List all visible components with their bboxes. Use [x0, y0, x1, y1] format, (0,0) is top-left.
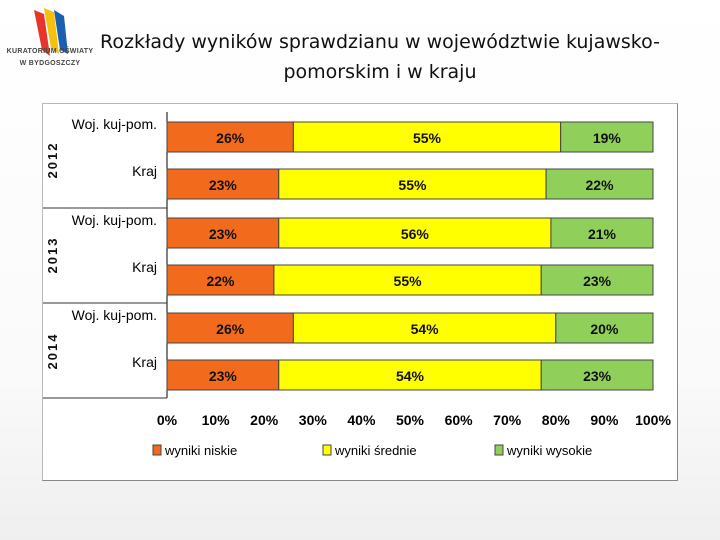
x-tick-label-7: 70%	[493, 412, 522, 428]
bar-segment-2012-1-2	[292, 121, 562, 153]
row-label-2012-kraj: Kraj	[132, 163, 157, 179]
data-label-2012-2-3: 22%	[586, 177, 615, 193]
logo-text-line1: KURATORIUM OŚWIATY	[6, 48, 94, 55]
bar-segment-2014-1-2	[292, 312, 557, 344]
data-label-2013-2-3: 23%	[583, 273, 612, 289]
row-label-2012-woj: Woj. kuj-pom.	[72, 116, 157, 132]
year-label-2013: 2013	[45, 237, 60, 274]
data-label-2014-2-1: 23%	[209, 368, 238, 384]
logo-blue-stripe	[54, 10, 68, 54]
bar-segment-2012-1-3	[560, 121, 654, 153]
x-tick-label-0: 0%	[157, 412, 178, 428]
data-label-2013-2-2: 55%	[394, 273, 423, 289]
x-tick-label-8: 80%	[542, 412, 571, 428]
bar-segment-2013-2-2	[273, 264, 542, 296]
bar-segment-2014-2-2	[278, 359, 542, 391]
legend-swatch-3	[494, 444, 504, 456]
x-tick-label-5: 50%	[396, 412, 425, 428]
data-label-2014-1-3: 20%	[590, 321, 619, 337]
x-tick-label-9: 90%	[590, 412, 619, 428]
bar-segment-2013-2-3	[540, 264, 654, 296]
legend-label-2: wyniki średnie	[334, 443, 417, 458]
title-line-2: pomorskim i w kraju	[283, 61, 477, 83]
year-label-2014: 2014	[45, 333, 60, 370]
year-label-2012: 2012	[45, 142, 60, 179]
bar-segment-2014-1-1	[166, 312, 294, 344]
bar-segment-2013-1-2	[278, 217, 552, 249]
x-tick-label-6: 60%	[445, 412, 474, 428]
data-label-2012-1-2: 55%	[413, 130, 442, 146]
kuratorium-logo: KURATORIUM OŚWIATY W BYDGOSZCZY	[4, 4, 96, 100]
data-label-2014-2-3: 23%	[583, 368, 612, 384]
data-label-2012-1-1: 26%	[216, 130, 245, 146]
row-label-2013-woj: Woj. kuj-pom.	[72, 212, 157, 228]
data-label-2014-1-2: 54%	[411, 321, 440, 337]
legend-label-3: wyniki wysokie	[506, 443, 592, 458]
row-label-2014-kraj: Kraj	[132, 354, 157, 370]
bar-segment-2014-2-3	[540, 359, 654, 391]
bar-segment-2014-1-3	[555, 312, 654, 344]
data-label-2014-2-2: 54%	[396, 368, 425, 384]
data-label-2013-2-1: 22%	[206, 273, 235, 289]
data-label-2013-1-2: 56%	[401, 226, 430, 242]
bar-segment-2013-1-1	[166, 217, 280, 249]
data-label-2012-2-1: 23%	[209, 177, 238, 193]
logo-yellow-stripe	[44, 8, 59, 54]
legend-swatch-1	[152, 444, 162, 456]
data-label-2012-1-3: 19%	[593, 130, 622, 146]
x-tick-label-3: 30%	[299, 412, 328, 428]
bar-segment-2012-2-3	[545, 168, 654, 200]
logo-red-stripe	[34, 10, 50, 56]
legend-swatch-2	[322, 444, 332, 456]
page-title: Rozkłady wyników sprawdzianu w województ…	[60, 27, 700, 87]
book-logo-icon	[34, 8, 68, 56]
x-tick-label-2: 20%	[250, 412, 279, 428]
data-label-2014-1-1: 26%	[216, 321, 245, 337]
data-label-2012-2-2: 55%	[398, 177, 427, 193]
logo-text-line2: W BYDGOSZCZY	[19, 60, 81, 67]
data-label-2013-1-1: 23%	[209, 226, 238, 242]
chart-frame: 2012 Woj. kuj-pom. 26% 55% 19% Kraj 23% 55% 22% 2…	[42, 103, 678, 481]
bar-segment-2013-1-3	[550, 217, 654, 249]
x-tick-label-1: 10%	[202, 412, 231, 428]
row-label-2014-woj: Woj. kuj-pom.	[72, 307, 157, 323]
x-tick-label-10: 100%	[635, 412, 671, 428]
data-label-2013-1-3: 21%	[588, 226, 617, 242]
bar-segment-2014-2-1	[166, 359, 280, 391]
row-label-2013-kraj: Kraj	[132, 259, 157, 275]
stacked-bar-chart: 2012 Woj. kuj-pom. 26% 55% 19% Kraj 23% 55% 22% 2…	[43, 112, 671, 458]
x-tick-label-4: 40%	[347, 412, 376, 428]
legend-label-1: wyniki niskie	[164, 443, 237, 458]
title-line-1: Rozkłady wyników sprawdzianu w województ…	[100, 31, 660, 53]
bar-segment-2012-1-1	[166, 121, 294, 153]
